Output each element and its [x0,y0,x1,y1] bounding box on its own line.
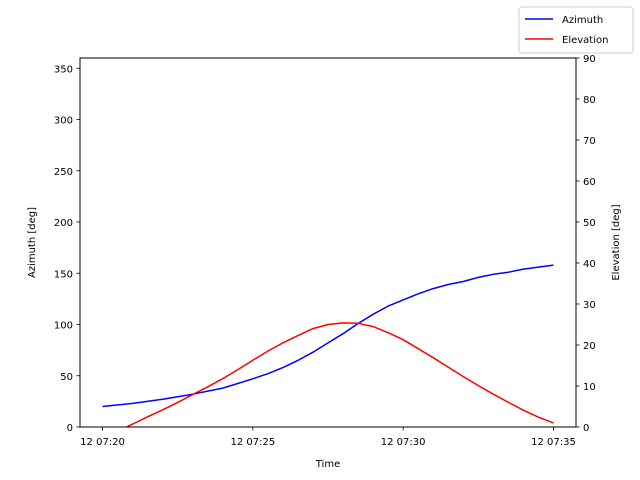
legend: Azimuth Elevation [518,6,634,54]
y-left-tick-label: 50 [60,372,73,383]
x-tick-label: 12 07:35 [531,437,576,448]
y-axis-right: 0 10 20 30 40 50 60 70 80 90 [576,54,596,434]
y-left-tick-label: 150 [54,269,73,280]
y-right-tick-label: 50 [583,218,596,229]
y-left-tick-label: 350 [54,64,73,75]
x-tick-label: 12 07:25 [230,437,275,448]
x-axis-label: Time [315,459,340,470]
y-left-tick-label: 250 [54,167,73,178]
y-left-tick-label: 0 [67,423,73,434]
plot-frame [79,57,577,428]
series-line-elevation [126,322,554,428]
y-left-tick-label: 100 [54,321,73,332]
x-tick-label: 12 07:20 [80,437,125,448]
y-axis-right-label: Elevation [deg] [611,204,622,280]
y-axis-left-label: Azimuth [deg] [27,207,38,278]
y-right-tick-label: 70 [583,136,596,147]
x-tick-label: 12 07:30 [381,437,426,448]
y-right-tick-label: 30 [583,300,596,311]
y-right-tick-label: 80 [583,95,596,106]
x-axis: 12 07:20 12 07:25 12 07:30 12 07:35 [80,427,576,448]
y-axis-left: 0 50 100 150 200 250 300 350 [54,64,80,434]
y-right-tick-label: 20 [583,341,596,352]
y-left-tick-label: 200 [54,218,73,229]
y-right-tick-label: 60 [583,177,596,188]
legend-box [518,6,634,54]
legend-label-azimuth: Azimuth [562,15,603,26]
y-left-tick-label: 300 [54,116,73,127]
y-right-tick-label: 0 [583,423,589,434]
legend-label-elevation: Elevation [562,35,608,46]
y-right-tick-label: 10 [583,382,596,393]
series-layer [102,264,554,428]
series-line-azimuth [102,264,554,408]
y-right-tick-label: 40 [583,259,596,270]
y-right-tick-label: 90 [583,54,596,65]
